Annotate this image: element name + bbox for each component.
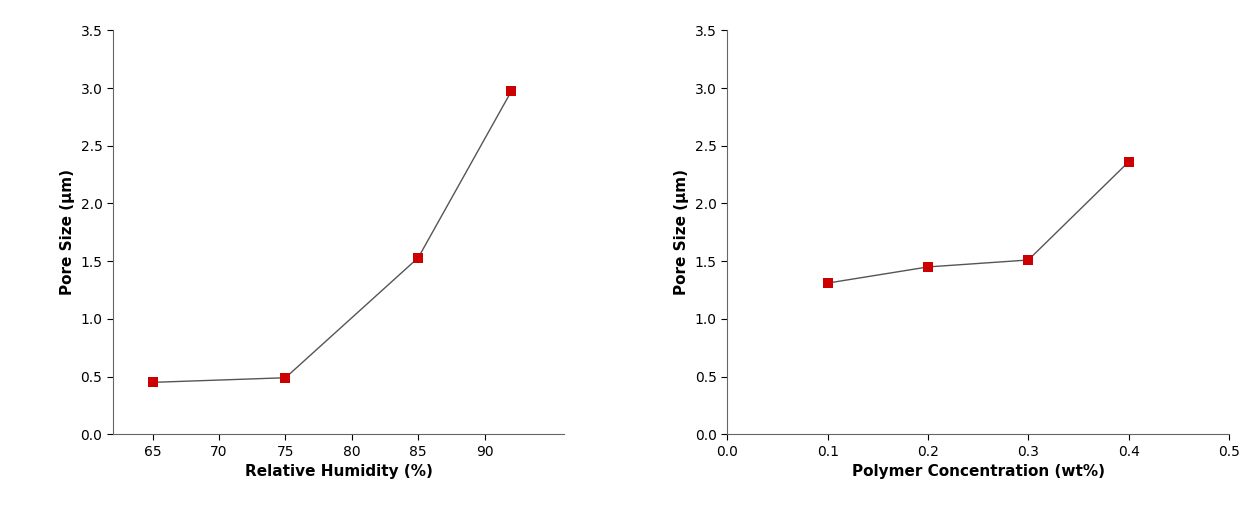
- X-axis label: Relative Humidity (%): Relative Humidity (%): [245, 464, 433, 479]
- Y-axis label: Pore Size (μm): Pore Size (μm): [675, 169, 690, 295]
- Y-axis label: Pore Size (μm): Pore Size (μm): [60, 169, 75, 295]
- X-axis label: Polymer Concentration (wt%): Polymer Concentration (wt%): [851, 464, 1105, 479]
